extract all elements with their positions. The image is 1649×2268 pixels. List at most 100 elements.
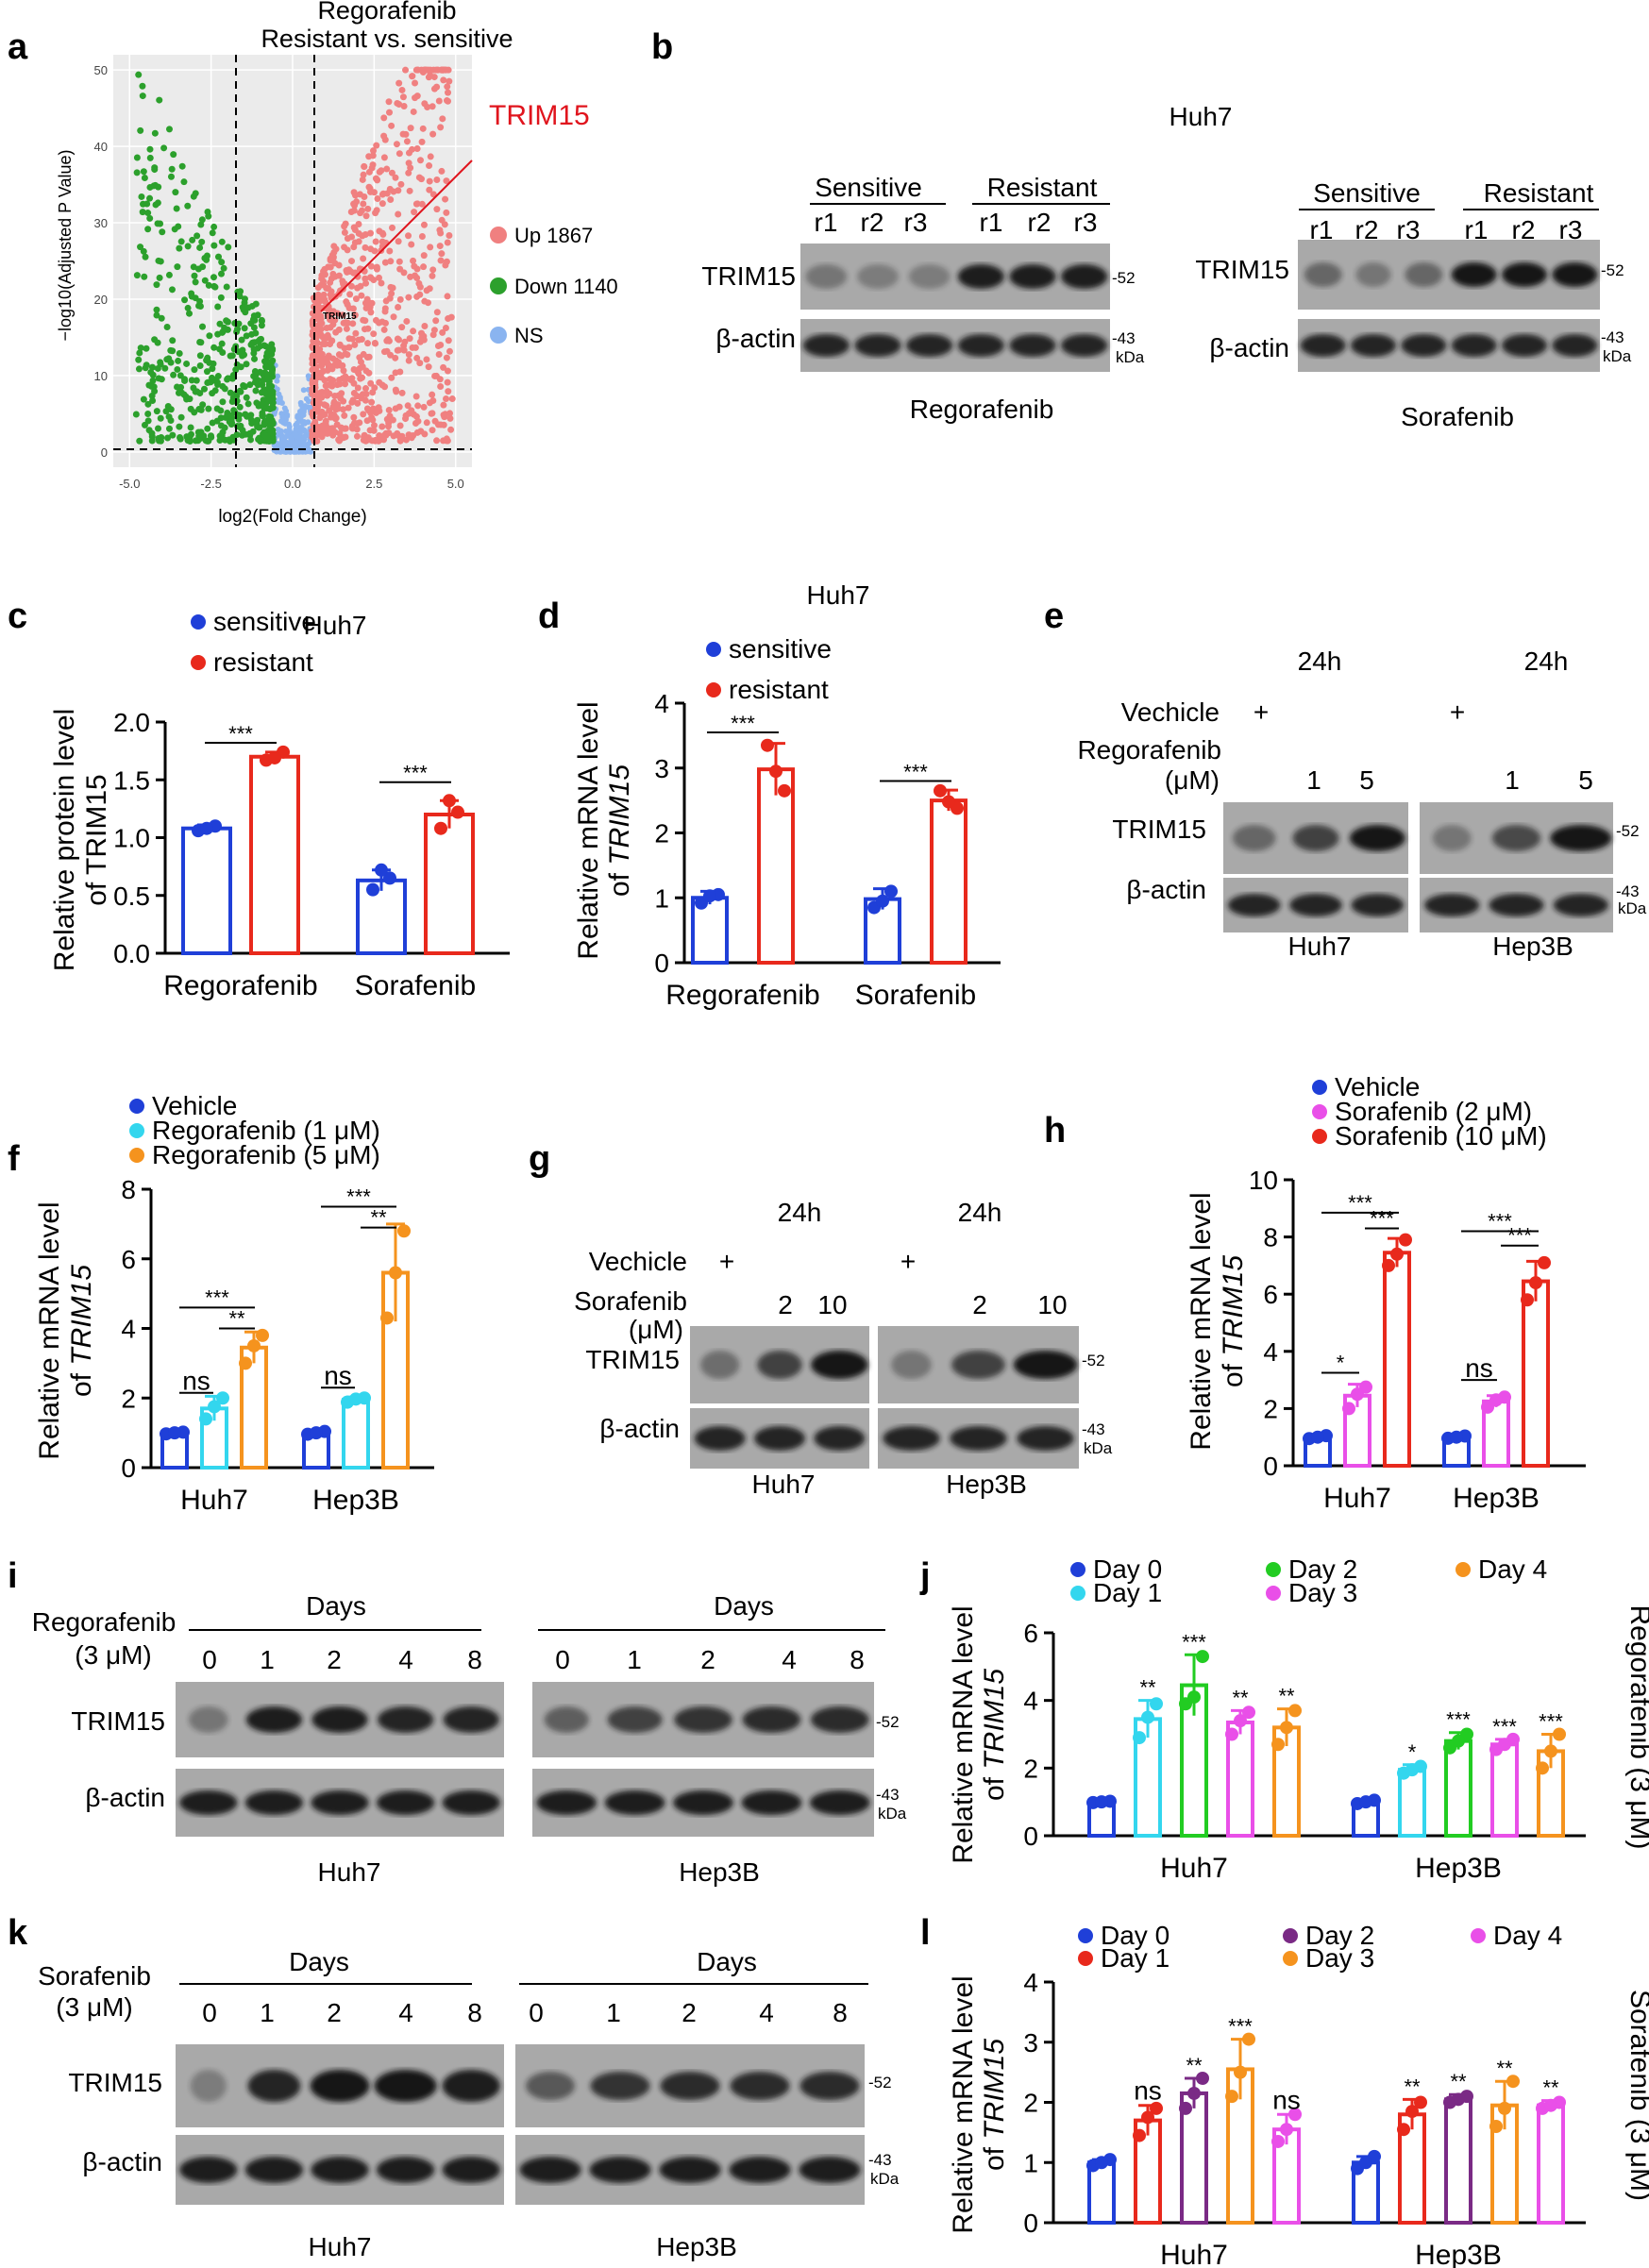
chartJ-xlabel-Huh7: Huh7: [1160, 1853, 1228, 1884]
blot-g-unit: (μM): [629, 1315, 683, 1344]
chartD-sig-text: ***: [731, 712, 755, 735]
volcano-point-down: [184, 243, 192, 250]
volcano-point-down: [208, 433, 215, 441]
volcano-point-down: [177, 435, 184, 443]
panel-label-h: h: [1044, 1111, 1066, 1151]
blot-k-huh7-actin-band: [311, 2157, 369, 2183]
volcano-point-down: [251, 355, 259, 362]
blot-g-mw43: -43: [1082, 1420, 1105, 1438]
volcano-point-down: [218, 432, 226, 440]
legend-up: Up 1867: [514, 224, 593, 247]
blot-b-left-actin-band: [1061, 334, 1108, 357]
chartH-bar-Huh7-2: [1383, 1251, 1411, 1469]
volcano-point-up: [390, 188, 397, 195]
volcano-point-up: [333, 421, 341, 428]
volcano-point-up: [314, 291, 322, 298]
bar-chart-l: 0 1 2 3 4 Relative mRNA level of TRIM15 Huh7 Hep…: [948, 1921, 1649, 2268]
chartJ-sig-text: **: [1278, 1685, 1295, 1708]
blot-i-trim15: TRIM15: [71, 1706, 165, 1736]
volcano-point-up: [327, 316, 334, 324]
volcano-point-ns: [283, 408, 290, 414]
western-blot-i: Regorafenib (3 μM) Days Days 0 01 12 24 48 8 …: [32, 1591, 907, 1887]
blot-e-hep3b-trim15-band: [1432, 825, 1472, 851]
volcano-point-down: [143, 344, 150, 352]
volcano-point-up: [420, 403, 428, 411]
volcano-point-up: [398, 389, 406, 396]
volcano-point-down: [140, 200, 147, 208]
volcano-point-up: [444, 83, 451, 91]
volcano-point-up: [336, 435, 344, 443]
chartH-dot: [1390, 1247, 1404, 1261]
volcano-point-up: [433, 83, 441, 91]
volcano-point-down: [189, 236, 196, 244]
volcano-point-up: [396, 437, 404, 445]
volcano-point-up: [355, 238, 362, 245]
volcano-point-down: [187, 405, 194, 412]
chartJ-sig-text: ***: [1182, 1630, 1206, 1654]
volcano-point-up: [413, 200, 421, 208]
volcano-point-down: [250, 324, 258, 331]
volcano-point-up: [396, 295, 404, 303]
volcano-point-down: [170, 371, 177, 378]
volcano-point-down: [173, 205, 180, 212]
chartC-sig-text: ***: [228, 722, 253, 746]
volcano-point-up: [388, 169, 395, 176]
volcano-point-up: [435, 351, 443, 359]
blot-b-right-mw43: -43: [1601, 328, 1624, 346]
volcano-point-up: [387, 195, 395, 203]
volcano-point-up: [360, 171, 367, 178]
volcano-point-up: [421, 100, 429, 108]
blot-b-right-actin-band: [1401, 334, 1447, 357]
volcano-point-down: [237, 288, 244, 295]
volcano-point-down: [213, 405, 221, 412]
volcano-point-down: [242, 430, 249, 438]
chartD-dot: [769, 764, 782, 779]
volcano-point-up: [409, 344, 416, 351]
blot-i-hep3b-trim15-band: [811, 1706, 869, 1733]
volcano-point-ns: [279, 413, 286, 420]
volcano-point-up: [427, 244, 434, 251]
blot-g-dose-1b: 2: [972, 1290, 987, 1319]
chartC-bar-Regorafenib-0: [181, 826, 232, 956]
volcano-point-up: [380, 154, 388, 161]
volcano-point-up: [354, 367, 362, 375]
blot-k-actin: β-actin: [82, 2147, 162, 2176]
chartJ-legend-swatch: [1266, 1562, 1281, 1577]
volcano-point-up: [350, 269, 358, 277]
blot-i-hep3b-trim15-band: [674, 1706, 732, 1733]
volcano-point-up: [340, 397, 347, 405]
blot-k-huh7-actin-band: [244, 2157, 304, 2183]
volcano-point-ns: [300, 387, 307, 394]
blot-g-time-huh7: 24h: [778, 1198, 822, 1227]
volcano-point-down: [269, 419, 277, 427]
legend-up-swatch: [490, 227, 507, 244]
blot-e-huh7-actin-band: [1227, 894, 1281, 916]
volcano-point-up: [328, 337, 336, 344]
volcano-point-up: [399, 130, 407, 138]
volcano-point-down: [250, 349, 258, 357]
blot-b-right-membranes: [1298, 240, 1600, 372]
volcano-point-up: [353, 198, 361, 206]
volcano-point-down: [224, 376, 231, 383]
volcano-point-up: [367, 379, 375, 387]
chartH-xlabel-Hep3B: Hep3B: [1453, 1483, 1540, 1514]
chartF-ytick-label: 2: [121, 1384, 136, 1413]
chartJ-dot: [1452, 1734, 1465, 1748]
blot-b-right-trim15-band: [1502, 262, 1547, 287]
volcano-point-down: [153, 408, 160, 415]
volcano-point-down: [204, 425, 211, 432]
trim15-highlight-label: TRIM15: [489, 100, 590, 131]
blot-b-right-group-sensitive: Sensitive: [1313, 178, 1421, 208]
chartJ-dot: [1498, 1738, 1511, 1752]
volcano-point-up: [385, 407, 393, 414]
chartL-dot: [1196, 2072, 1209, 2085]
blot-e-trim15: TRIM15: [1112, 815, 1206, 844]
volcano-point-down: [144, 400, 152, 408]
western-blot-e: 24h 24h Vechicle + + Regorafenib (μM) 1 …: [1077, 647, 1646, 961]
chartL-dot: [1405, 2105, 1419, 2119]
volcano-point-down: [144, 417, 152, 425]
volcano-point-up: [443, 209, 450, 216]
volcano-point-down: [158, 314, 165, 322]
blot-i-mw52: -52: [876, 1713, 900, 1731]
blot-b-right-actin-band: [1552, 334, 1598, 357]
